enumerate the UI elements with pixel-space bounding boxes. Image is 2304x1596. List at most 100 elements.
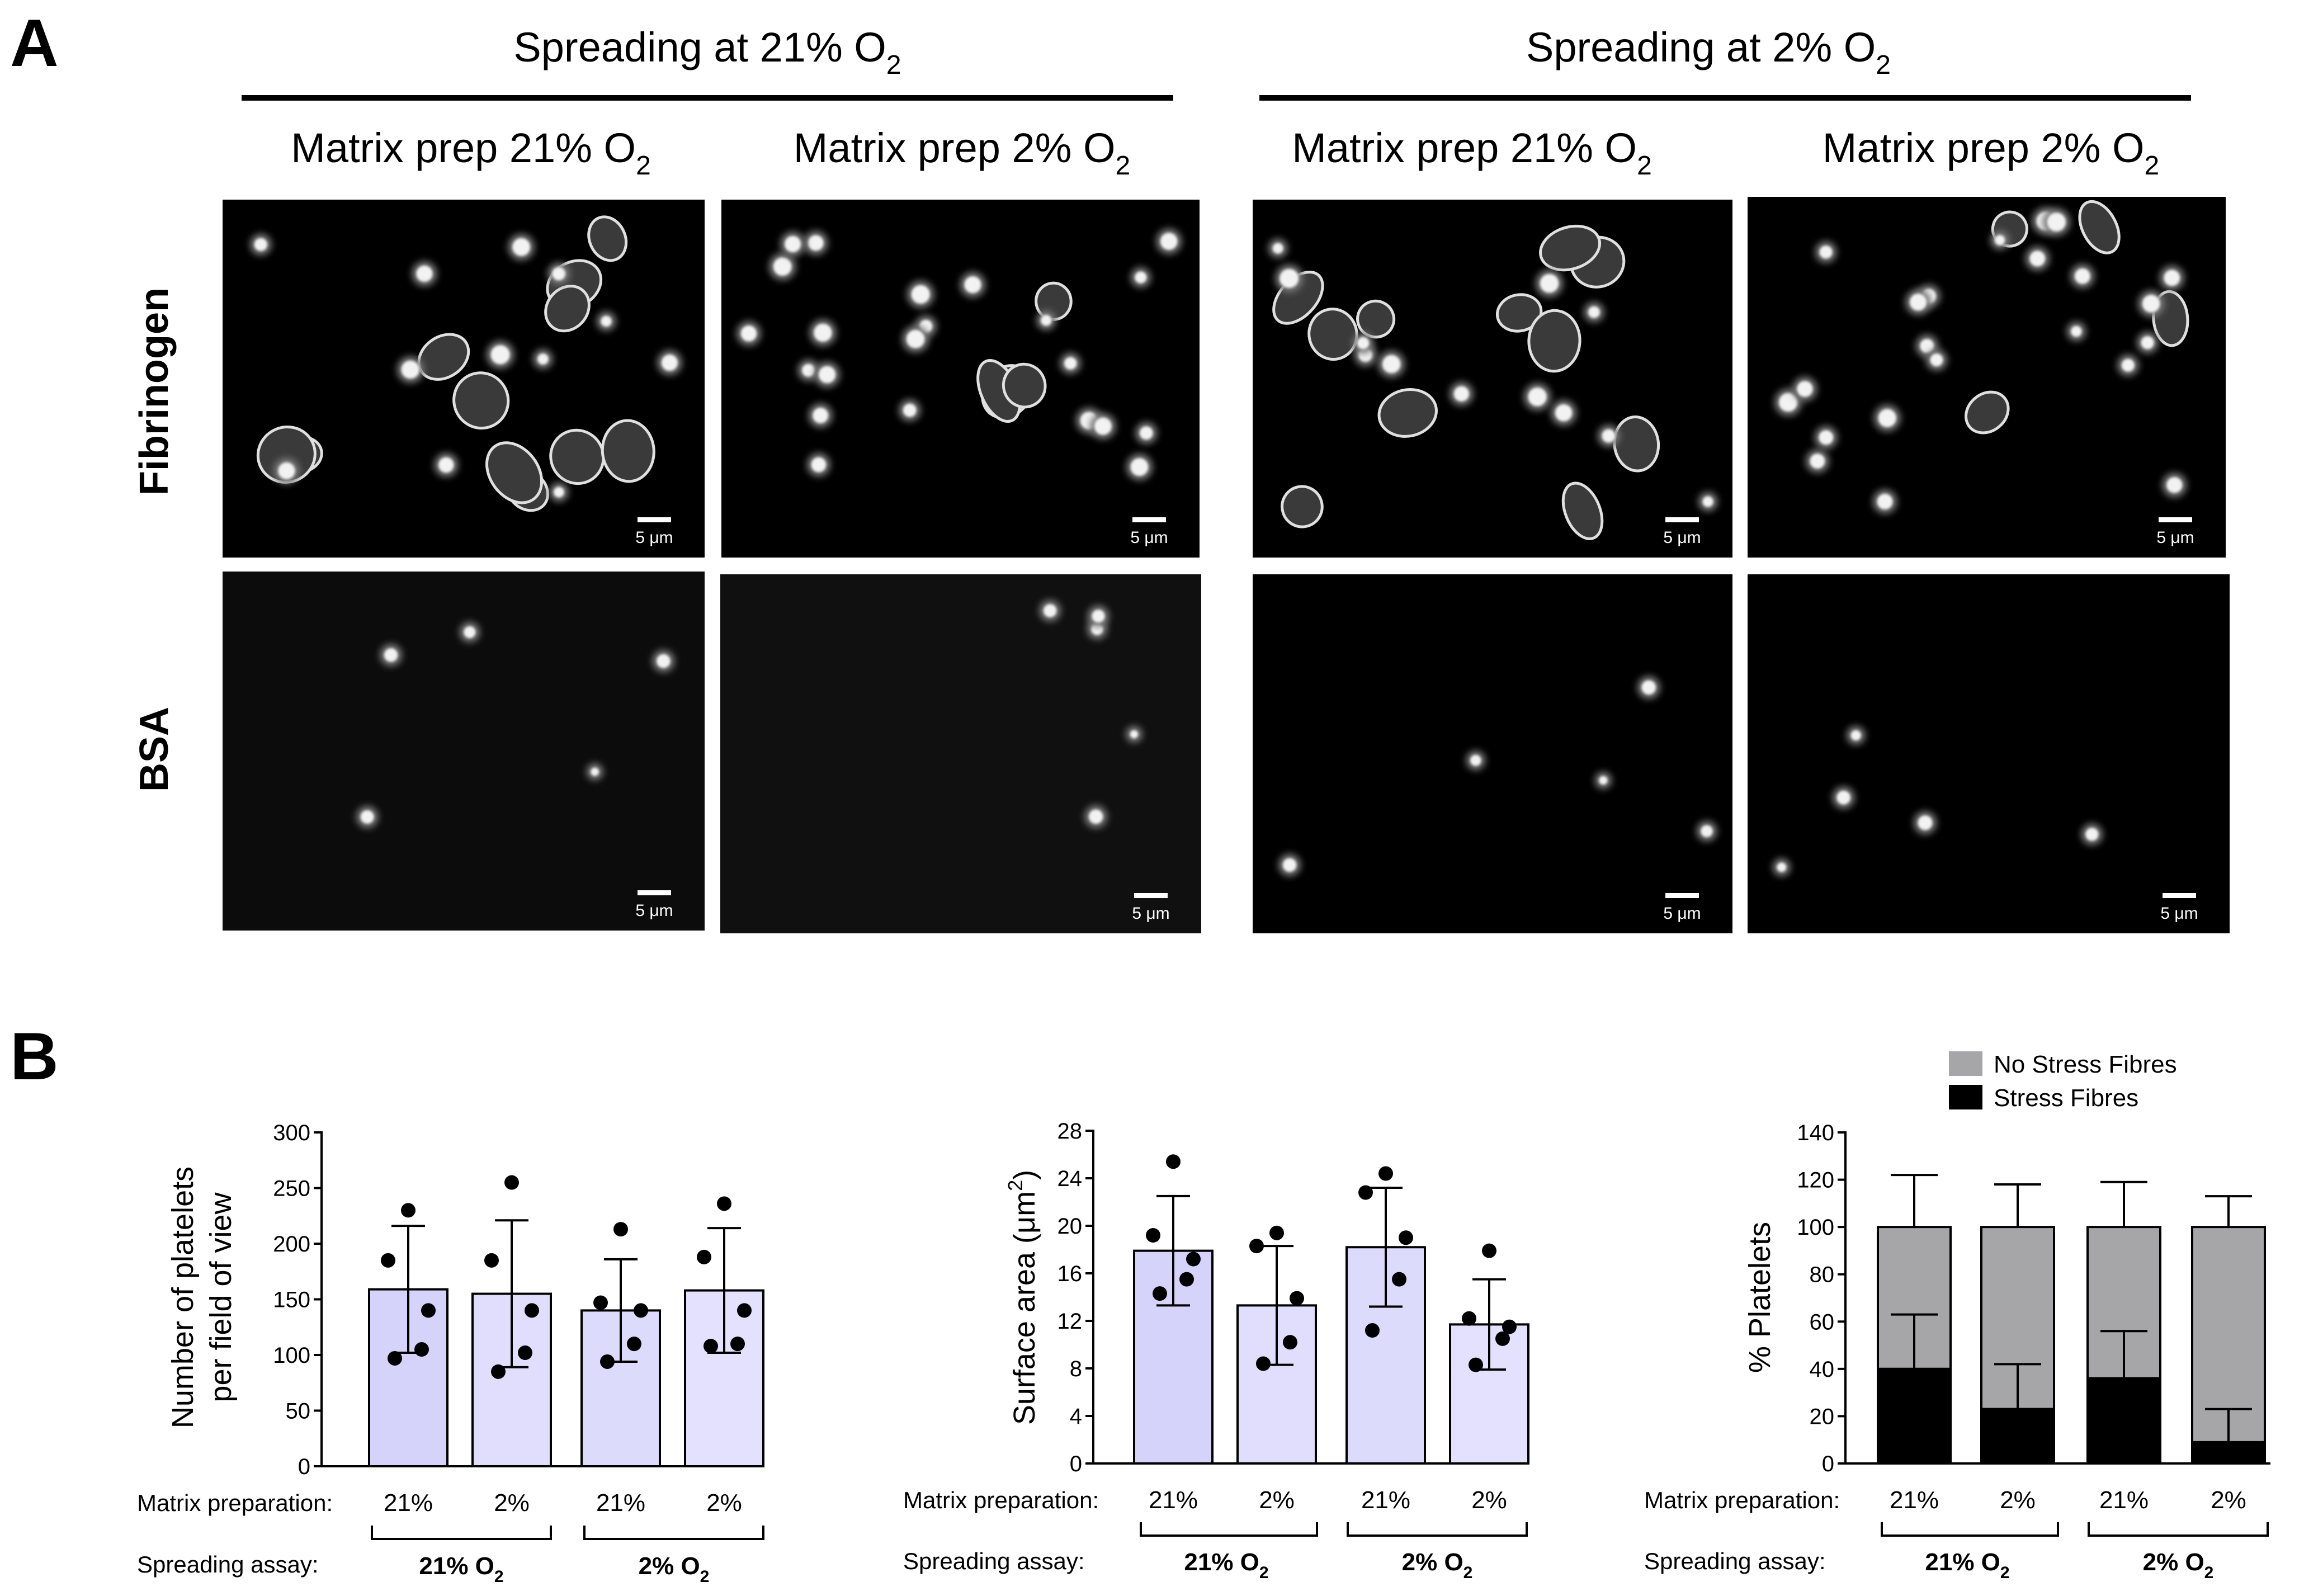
y-tick-label: 40 — [1810, 1357, 1835, 1382]
scale-bar — [1132, 517, 1166, 522]
micrograph-background — [1253, 200, 1732, 558]
bar-stress-fibres — [1981, 1409, 2054, 1463]
data-point — [504, 1175, 519, 1190]
y-tick-label: 20 — [1810, 1404, 1835, 1429]
platelet — [802, 364, 815, 377]
platelet — [537, 353, 549, 365]
data-point — [730, 1337, 745, 1351]
data-point — [697, 1250, 711, 1264]
platelet — [1357, 337, 1370, 350]
scale-bar — [2163, 893, 2196, 898]
scale-bar-label: 5 μm — [1132, 904, 1169, 923]
platelet — [591, 768, 599, 776]
platelet — [1779, 393, 1797, 412]
micrograph-background — [1253, 574, 1732, 933]
data-point — [1378, 1167, 1393, 1181]
scale-bar — [1665, 893, 1699, 898]
chart2-cat-2: 2% — [1259, 1486, 1295, 1514]
scale-bar-label: 5 μm — [635, 528, 673, 547]
platelet — [1819, 431, 1833, 445]
micrograph-tile: 5 μm — [721, 200, 1200, 558]
scale-bar-label: 5 μm — [2160, 904, 2198, 923]
column-header-3: Matrix prep 21% O2 — [1292, 125, 1652, 181]
platelet — [512, 238, 530, 256]
chart1-cat-2: 2% — [494, 1489, 530, 1517]
data-point — [1249, 1239, 1264, 1253]
scale-bar — [2159, 517, 2192, 522]
data-point — [484, 1253, 499, 1268]
row-label-bsa: BSA — [132, 707, 177, 792]
micrograph-tile: 5 μm — [1748, 574, 2230, 933]
y-tick-label: 20 — [1057, 1214, 1083, 1239]
y-tick-label: 200 — [273, 1232, 310, 1257]
y-tick-label: 12 — [1057, 1309, 1083, 1334]
group-header-1: Spreading at 21% O2 — [242, 24, 1173, 98]
platelet — [1588, 306, 1600, 318]
data-point — [491, 1364, 506, 1379]
platelet — [1599, 776, 1607, 785]
chart3-group-2: 2% O2 — [2143, 1548, 2214, 1582]
platelet — [1280, 269, 1299, 288]
platelet — [2122, 359, 2135, 372]
platelet — [2047, 213, 2066, 231]
chart1-matrix-title: Matrix preparation: — [137, 1490, 333, 1516]
data-point — [518, 1345, 532, 1360]
y-tick-label: 120 — [1797, 1168, 1834, 1193]
platelet — [1135, 272, 1146, 284]
y-tick-label: 28 — [1057, 1119, 1083, 1144]
chart1-cat-3: 21% — [596, 1489, 645, 1517]
platelet — [1836, 791, 1850, 804]
platelet — [1918, 815, 1933, 830]
platelet — [741, 325, 757, 341]
data-point — [634, 1303, 648, 1318]
column-header-4: Matrix prep 2% O2 — [1823, 125, 2159, 181]
micrograph-background — [1748, 574, 2230, 933]
chart3-matrix-title: Matrix preparation: — [1644, 1487, 1840, 1513]
micrograph-tile: 5 μm — [720, 574, 1201, 933]
data-point — [1269, 1226, 1284, 1240]
platelet — [254, 238, 267, 251]
platelet — [1877, 494, 1893, 509]
platelet — [464, 626, 475, 638]
scale-bar — [1134, 893, 1168, 898]
chart3-cat-2: 2% — [2000, 1486, 2036, 1514]
data-point — [525, 1303, 539, 1318]
y-tick-label: 0 — [1822, 1452, 1834, 1476]
svg-text:Spreading at 21% O2: Spreading at 21% O2 — [513, 24, 901, 80]
platelet — [491, 345, 510, 364]
data-point — [704, 1339, 718, 1353]
data-point — [1186, 1252, 1201, 1267]
chart3-cat-1: 21% — [1890, 1486, 1939, 1514]
platelet — [402, 361, 419, 379]
platelet — [903, 404, 916, 417]
chart3-spreading-title: Spreading assay: — [1644, 1548, 1826, 1574]
platelet — [1130, 730, 1138, 738]
data-point — [1290, 1291, 1304, 1306]
platelet — [808, 235, 824, 251]
platelet — [1044, 604, 1056, 617]
platelet — [601, 316, 612, 327]
y-tick-label: 8 — [1070, 1357, 1082, 1381]
y-tick-label: 140 — [1797, 1121, 1834, 1145]
platelet — [2075, 268, 2090, 284]
platelet — [1703, 497, 1713, 507]
platelet — [912, 285, 930, 304]
data-point — [381, 1253, 395, 1268]
platelet — [2071, 326, 2081, 337]
y-tick-label: 100 — [273, 1343, 310, 1368]
y-tick-label: 50 — [286, 1399, 311, 1424]
platelet — [1283, 858, 1296, 872]
legend-swatch — [1949, 1051, 1982, 1076]
data-point — [737, 1303, 752, 1318]
platelet — [1528, 388, 1547, 406]
platelet — [2166, 477, 2182, 493]
y-tick-label: 0 — [298, 1455, 310, 1479]
platelet — [1878, 409, 1896, 427]
spread-platelet — [1528, 309, 1581, 372]
data-point — [613, 1222, 628, 1236]
chart3-group-1: 21% O2 — [1925, 1548, 2009, 1582]
data-point — [1365, 1323, 1380, 1338]
legend-label: No Stress Fibres — [1994, 1051, 2177, 1078]
platelet — [278, 462, 295, 479]
